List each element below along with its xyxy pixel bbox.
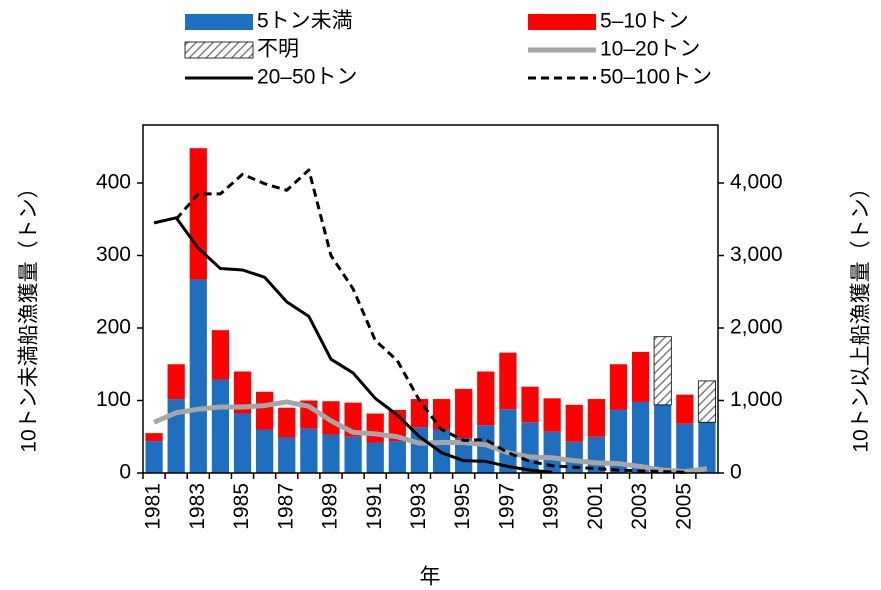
y2-axis-label: 10トン以上船漁獲量（トン） <box>850 177 873 452</box>
legend-label: 不明 <box>257 38 299 61</box>
bar-segment <box>322 434 340 473</box>
x-tick-label: 2005 <box>672 483 695 530</box>
bar-segment <box>189 279 207 473</box>
legend-swatch <box>528 14 596 30</box>
y2-tick-label: 1,000 <box>730 388 783 411</box>
legend-label: 5–10トン <box>600 10 689 33</box>
bar-segment <box>189 148 207 280</box>
x-tick-label: 1991 <box>363 483 386 530</box>
x-tick-label: 1999 <box>540 483 563 530</box>
legend-swatch <box>185 14 253 30</box>
bar-segment <box>256 391 274 430</box>
legend-label: 10–20トン <box>600 38 700 61</box>
bar-segment <box>167 364 185 400</box>
bar-segment <box>543 431 561 473</box>
bar-segment <box>653 336 672 406</box>
bar-segment <box>521 386 539 423</box>
y2-tick-label: 2,000 <box>730 316 783 339</box>
x-axis-label: 年 <box>420 566 441 589</box>
y2-tick-label: 4,000 <box>730 171 783 194</box>
bar-segment <box>278 437 296 473</box>
legend-label: 20–50トン <box>257 66 357 89</box>
x-tick-label: 1983 <box>186 483 209 530</box>
legend-label: 5トン未満 <box>257 10 353 33</box>
bar-segment <box>167 399 185 473</box>
plot-frame <box>142 124 719 474</box>
x-tick-label: 1985 <box>230 483 253 530</box>
bar-segment <box>432 399 451 430</box>
bar-segment <box>698 422 716 473</box>
y-tick-label: 100 <box>96 388 131 411</box>
bar-segment <box>211 379 230 473</box>
x-tick-label: 1987 <box>274 483 297 530</box>
y2-tick-label: 0 <box>730 461 742 484</box>
x-tick-label: 2003 <box>628 483 651 530</box>
y-tick-label: 400 <box>96 171 131 194</box>
bar-segment <box>145 441 163 473</box>
bar-segment <box>233 413 252 473</box>
y-tick-label: 300 <box>96 243 131 266</box>
bar-segment <box>697 380 716 423</box>
x-tick-label: 2001 <box>584 483 607 530</box>
bar-segment <box>631 351 650 402</box>
bar-segment <box>499 352 517 410</box>
bar-segment <box>543 398 561 432</box>
y-tick-label: 200 <box>96 316 131 339</box>
bar-segment <box>565 404 583 442</box>
bar-segment <box>587 399 605 437</box>
bar-segment <box>388 441 406 473</box>
bar-segment <box>609 409 628 473</box>
y2-tick-label: 3,000 <box>730 243 783 266</box>
bar-segment <box>233 371 252 414</box>
bar-segment <box>410 399 429 428</box>
bar-segment <box>366 413 384 443</box>
line-series <box>175 168 685 474</box>
x-tick-label: 1989 <box>319 483 342 530</box>
legend-swatch <box>184 41 254 59</box>
bar-segment <box>477 371 495 426</box>
legend-label: 50–100トン <box>600 66 712 89</box>
bar-segment <box>676 394 694 424</box>
bar-segment <box>344 436 362 473</box>
y-tick-label: 0 <box>119 461 131 484</box>
bar-segment <box>455 388 473 439</box>
bar-segment <box>631 401 650 473</box>
bar-segment <box>609 364 628 410</box>
bar-segment <box>565 441 583 473</box>
bar-segment <box>211 330 230 380</box>
bar-segment <box>499 409 517 473</box>
bar-segment <box>366 442 384 473</box>
bar-segment <box>455 438 473 473</box>
x-tick-label: 1993 <box>407 483 430 530</box>
bar-segment <box>676 423 694 473</box>
line-series <box>153 216 553 474</box>
bar-segment <box>145 433 163 442</box>
bar-segment <box>278 407 296 438</box>
bar-segment <box>654 404 672 473</box>
x-tick-label: 1995 <box>451 483 474 530</box>
x-tick-label: 1981 <box>142 483 165 530</box>
bar-segment <box>300 428 318 473</box>
y-axis-label: 10トン未満船漁獲量（トン） <box>18 177 41 452</box>
bar-segment <box>410 427 429 473</box>
bar-segment <box>256 429 274 473</box>
bar-segment <box>521 422 539 473</box>
x-tick-label: 1997 <box>495 483 518 530</box>
